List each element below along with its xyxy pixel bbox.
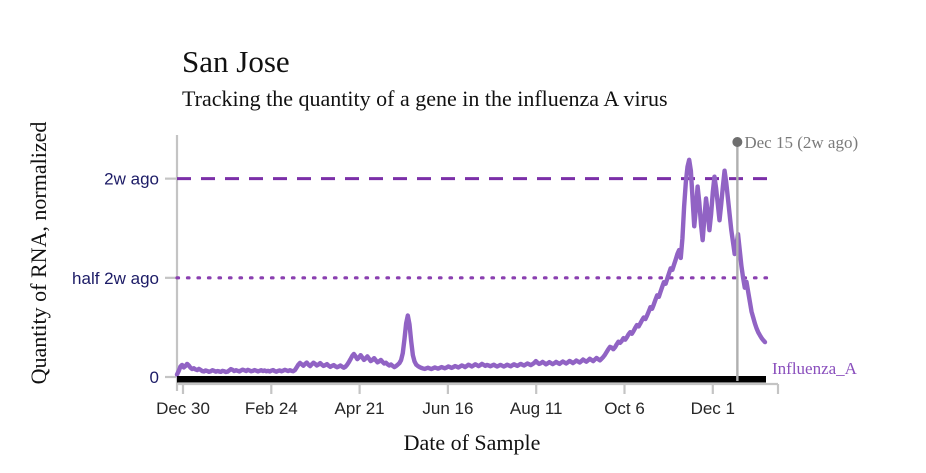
x-tick-label-6: Dec 1 xyxy=(691,399,735,418)
x-axis-title: Date of Sample xyxy=(404,430,541,455)
dec-15-annotation-label: Dec 15 (2w ago) xyxy=(744,133,858,152)
y-tick-label-1: half 2w ago xyxy=(72,269,159,288)
x-tick-label-3: Jun 16 xyxy=(422,399,473,418)
series-group xyxy=(174,157,768,377)
y-tick-label-2: 0 xyxy=(150,368,159,387)
y-tick-label-0: 2w ago xyxy=(104,170,159,189)
x-tick-labels-group: Dec 30 Feb 24 Apr 21 Jun 16 Aug 11 Oct 6 Dec 1 xyxy=(156,399,735,418)
axes-group xyxy=(165,135,780,394)
y-tick-labels-group: 2w ago half 2w ago 0 xyxy=(72,170,159,387)
x-tick-label-1: Feb 24 xyxy=(245,399,298,418)
dec-15-dot-marker xyxy=(732,137,743,147)
y-axis-title: Quantity of RNA, normalized xyxy=(26,122,51,385)
x-tick-label-2: Apr 21 xyxy=(335,399,385,418)
zero-baseline-bar xyxy=(177,376,766,383)
x-tick-label-4: Aug 11 xyxy=(510,399,563,418)
x-tick-label-0: Dec 30 xyxy=(156,399,210,418)
series-label-influenza-a: Influenza_A xyxy=(772,359,858,378)
page-subtitle: Tracking the quantity of a gene in the i… xyxy=(182,86,668,111)
page-title: San Jose xyxy=(182,44,290,79)
series-line-Influenza_A xyxy=(174,157,768,377)
series-label-group: Influenza_A xyxy=(772,359,858,378)
zero-baseline xyxy=(177,376,766,383)
dec-15-marker-group: Dec 15 (2w ago) xyxy=(732,133,858,381)
x-tick-label-5: Oct 6 xyxy=(604,399,645,418)
reference-lines-group xyxy=(175,177,774,280)
